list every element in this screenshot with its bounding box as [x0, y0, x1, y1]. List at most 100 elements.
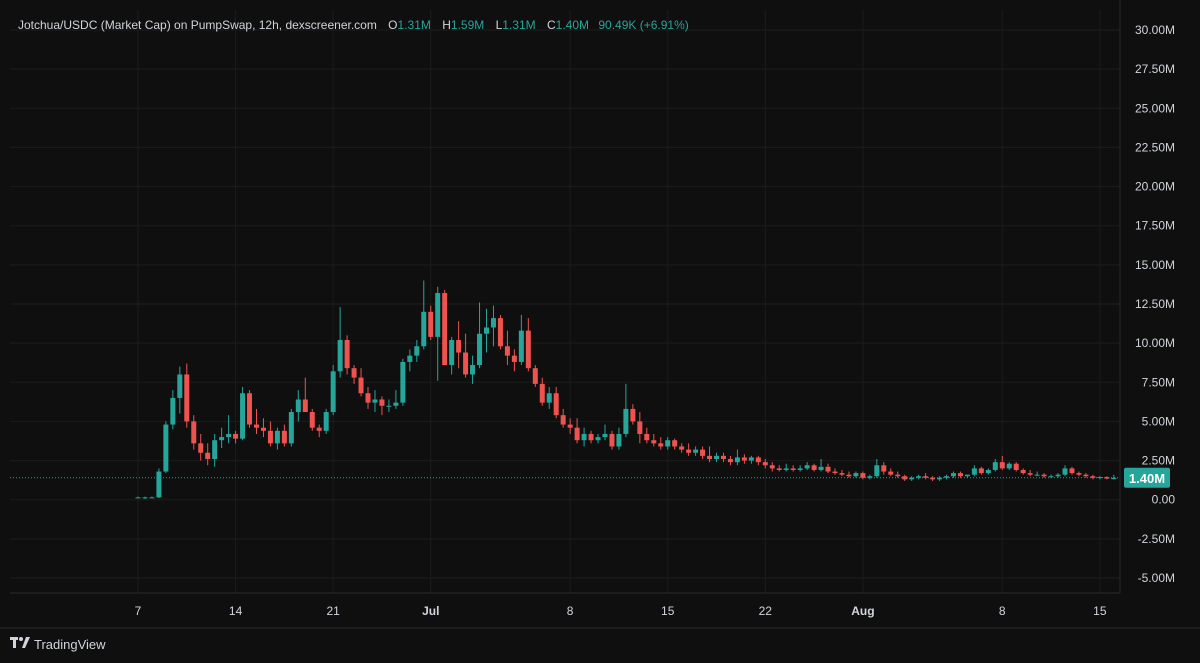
- candle: [651, 433, 657, 447]
- candle: [170, 390, 176, 430]
- candle-body: [135, 497, 141, 499]
- candle: [421, 280, 427, 350]
- candle-body: [978, 468, 984, 474]
- candle: [832, 468, 838, 475]
- candle: [1006, 462, 1012, 470]
- candle: [393, 390, 399, 409]
- candle: [707, 446, 713, 463]
- candle-body: [337, 340, 343, 372]
- candle: [198, 433, 204, 461]
- candle-body: [1062, 468, 1068, 475]
- candle-body: [1111, 477, 1117, 480]
- candle-body: [323, 412, 329, 431]
- candle-body: [1055, 474, 1061, 477]
- candle: [825, 463, 831, 474]
- candle: [623, 383, 629, 438]
- candle-body: [309, 412, 315, 428]
- candle-body: [888, 471, 894, 475]
- candle: [1083, 473, 1089, 478]
- candle-body: [595, 437, 601, 441]
- candle: [727, 455, 733, 466]
- candle: [295, 390, 301, 422]
- y-tick-label: 2.50M: [1142, 454, 1175, 468]
- candle: [1041, 473, 1047, 478]
- candle: [776, 465, 782, 472]
- candle-body: [546, 393, 552, 403]
- candle: [497, 314, 503, 350]
- y-tick-label: 15.00M: [1135, 258, 1175, 272]
- candle: [274, 427, 280, 450]
- candle-body: [1041, 474, 1047, 477]
- candle-body: [804, 465, 810, 469]
- candle: [693, 446, 699, 456]
- candle-body: [184, 374, 190, 422]
- candle-body: [623, 408, 629, 434]
- candle-body: [477, 333, 483, 366]
- candle-body: [149, 497, 155, 499]
- candle-body: [720, 455, 726, 460]
- candle-body: [714, 455, 720, 460]
- candle: [163, 421, 169, 474]
- candle: [769, 462, 775, 472]
- candle: [881, 462, 887, 475]
- candle: [818, 459, 824, 472]
- candle: [700, 446, 706, 460]
- candle: [135, 496, 141, 499]
- candle-body: [679, 446, 685, 450]
- x-tick-label: 15: [661, 604, 675, 618]
- candle: [344, 335, 350, 375]
- candle-body: [393, 402, 399, 406]
- candle-body: [414, 346, 420, 356]
- candle-body: [964, 474, 970, 477]
- candle: [874, 459, 880, 478]
- candle: [971, 465, 977, 477]
- candle-body: [240, 393, 246, 439]
- candle: [755, 455, 761, 466]
- candle-body: [567, 424, 573, 428]
- candle: [1055, 473, 1061, 478]
- candle-body: [511, 355, 517, 362]
- candle-body: [435, 293, 441, 337]
- candle: [616, 427, 622, 450]
- candle-body: [518, 330, 524, 362]
- candle-body: [400, 361, 406, 403]
- candle-body: [971, 468, 977, 475]
- y-tick-label: 22.50M: [1135, 140, 1175, 154]
- candle-body: [1069, 468, 1075, 474]
- candle-body: [895, 474, 901, 477]
- candle-body: [281, 430, 287, 444]
- grid: [10, 10, 1120, 593]
- candle-body: [288, 412, 294, 444]
- candle-body: [790, 468, 796, 470]
- candle: [714, 452, 720, 463]
- candle-body: [372, 399, 378, 403]
- candle: [665, 437, 671, 450]
- candle: [588, 430, 594, 444]
- y-tick-label: 0.00: [1152, 493, 1176, 507]
- candle: [797, 465, 803, 472]
- candle-body: [693, 449, 699, 453]
- price-overlay: 1.40M: [10, 467, 1170, 488]
- candle: [790, 465, 796, 472]
- candle-body: [233, 433, 239, 439]
- candle-body: [163, 424, 169, 472]
- x-tick-label: 15: [1093, 604, 1107, 618]
- tradingview-icon: [10, 637, 30, 652]
- candle-body: [1090, 476, 1096, 478]
- close-label: C: [546, 18, 556, 32]
- candle: [574, 418, 580, 444]
- candle-body: [727, 459, 733, 463]
- candle-body: [344, 340, 350, 369]
- candle: [762, 459, 768, 469]
- candle-body: [616, 433, 622, 447]
- tradingview-logo[interactable]: TradingView: [10, 637, 106, 652]
- candles: [135, 280, 1117, 499]
- candle: [630, 404, 636, 425]
- candle-body: [644, 433, 650, 441]
- candle-body: [846, 474, 852, 477]
- candle: [804, 462, 810, 470]
- candle-body: [484, 327, 489, 334]
- x-tick-label: Aug: [851, 604, 874, 618]
